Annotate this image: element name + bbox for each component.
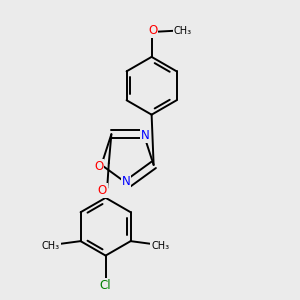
Text: O: O [98,184,107,197]
Text: Cl: Cl [100,279,111,292]
Text: O: O [148,24,157,37]
Text: N: N [141,129,150,142]
Text: CH₃: CH₃ [151,241,169,250]
Text: O: O [94,160,104,173]
Text: CH₃: CH₃ [173,26,191,36]
Text: CH₃: CH₃ [42,241,60,250]
Text: N: N [122,175,130,188]
